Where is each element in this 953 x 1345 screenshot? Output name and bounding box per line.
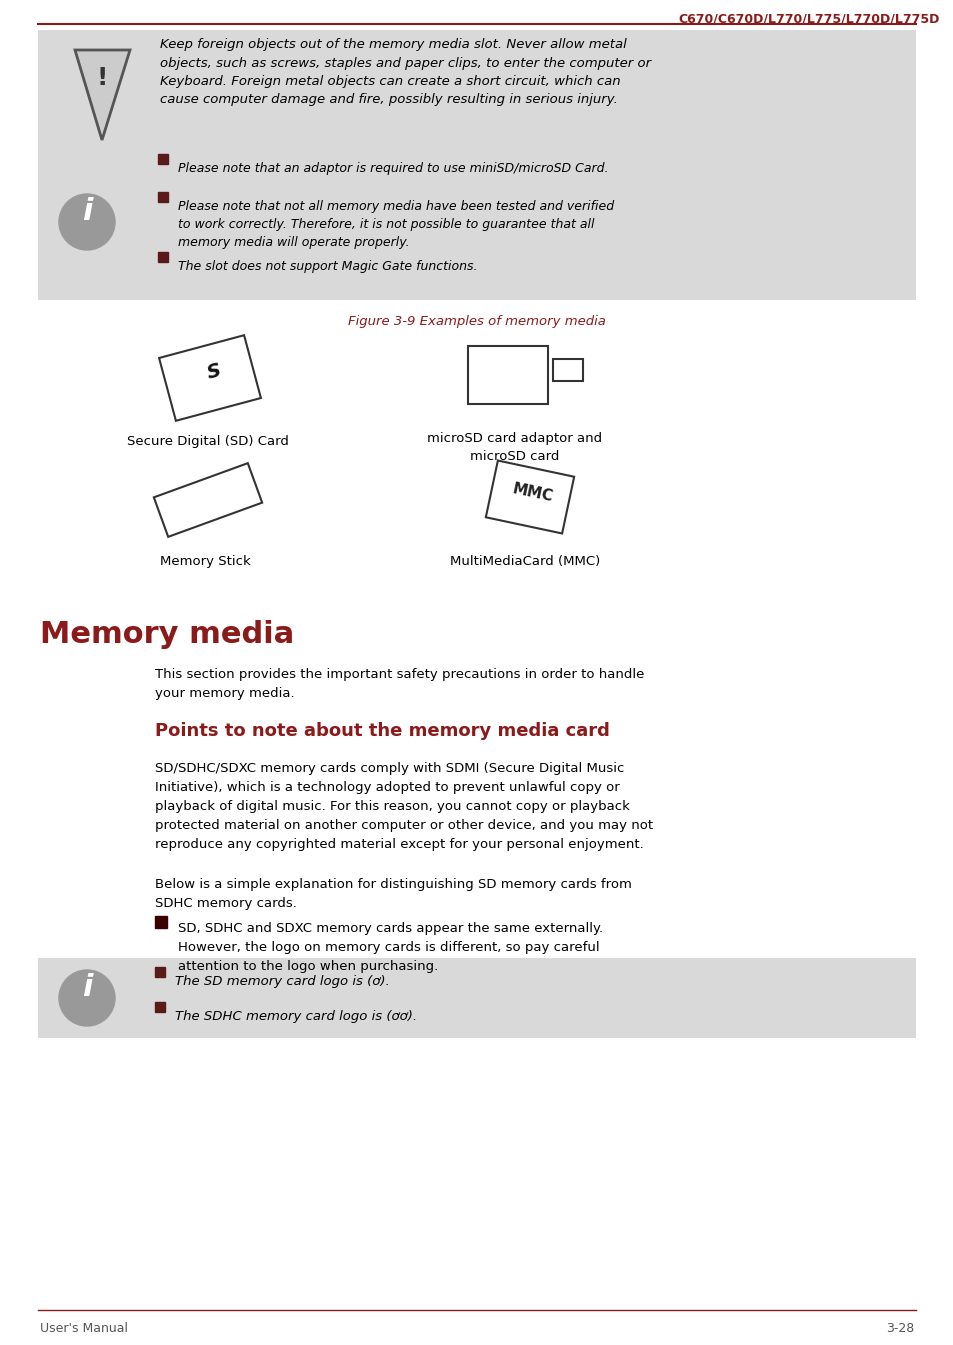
Text: Please note that not all memory media have been tested and verified
to work corr: Please note that not all memory media ha… xyxy=(178,200,614,249)
Text: User's Manual: User's Manual xyxy=(40,1322,128,1336)
Circle shape xyxy=(59,194,115,250)
Bar xyxy=(154,1002,165,1011)
Text: Memory media: Memory media xyxy=(40,620,294,650)
Text: The slot does not support Magic Gate functions.: The slot does not support Magic Gate fun… xyxy=(178,260,477,273)
Polygon shape xyxy=(159,335,260,421)
Text: MMC: MMC xyxy=(511,482,555,504)
Text: microSD card adaptor and
microSD card: microSD card adaptor and microSD card xyxy=(427,432,602,464)
Circle shape xyxy=(59,970,115,1026)
Bar xyxy=(38,145,915,300)
Text: Memory Stick: Memory Stick xyxy=(159,555,250,568)
Bar xyxy=(158,192,168,202)
Text: i: i xyxy=(82,974,92,1002)
Bar xyxy=(154,967,165,976)
Polygon shape xyxy=(468,346,547,404)
Text: The SD memory card logo is (ơ).: The SD memory card logo is (ơ). xyxy=(174,975,390,989)
Text: Figure 3-9 Examples of memory media: Figure 3-9 Examples of memory media xyxy=(348,315,605,328)
Text: Points to note about the memory media card: Points to note about the memory media ca… xyxy=(154,722,609,740)
Bar xyxy=(154,916,167,928)
Bar xyxy=(158,153,168,164)
Text: Secure Digital (SD) Card: Secure Digital (SD) Card xyxy=(127,434,289,448)
Text: 3-28: 3-28 xyxy=(884,1322,913,1336)
Polygon shape xyxy=(485,460,574,534)
Text: The SDHC memory card logo is (ơơ).: The SDHC memory card logo is (ơơ). xyxy=(174,1010,416,1024)
Polygon shape xyxy=(153,463,262,537)
Text: !: ! xyxy=(96,66,108,90)
Text: This section provides the important safety precautions in order to handle
your m: This section provides the important safe… xyxy=(154,668,643,699)
Text: Please note that an adaptor is required to use miniSD/microSD Card.: Please note that an adaptor is required … xyxy=(178,161,608,175)
Text: MultiMediaCard (MMC): MultiMediaCard (MMC) xyxy=(450,555,599,568)
Text: S: S xyxy=(205,360,223,383)
Bar xyxy=(38,958,915,1038)
Text: SD, SDHC and SDXC memory cards appear the same externally.
However, the logo on : SD, SDHC and SDXC memory cards appear th… xyxy=(178,923,602,972)
Text: C670/C670D/L770/L775/L770D/L775D: C670/C670D/L770/L775/L770D/L775D xyxy=(678,12,939,26)
Text: SD/SDHC/SDXC memory cards comply with SDMI (Secure Digital Music
Initiative), wh: SD/SDHC/SDXC memory cards comply with SD… xyxy=(154,763,653,851)
Bar xyxy=(38,30,915,148)
Polygon shape xyxy=(553,359,582,381)
Bar xyxy=(158,252,168,262)
Polygon shape xyxy=(75,50,130,140)
Text: Keep foreign objects out of the memory media slot. Never allow metal
objects, su: Keep foreign objects out of the memory m… xyxy=(160,38,651,106)
Text: i: i xyxy=(82,198,92,226)
Text: Below is a simple explanation for distinguishing SD memory cards from
SDHC memor: Below is a simple explanation for distin… xyxy=(154,878,631,911)
